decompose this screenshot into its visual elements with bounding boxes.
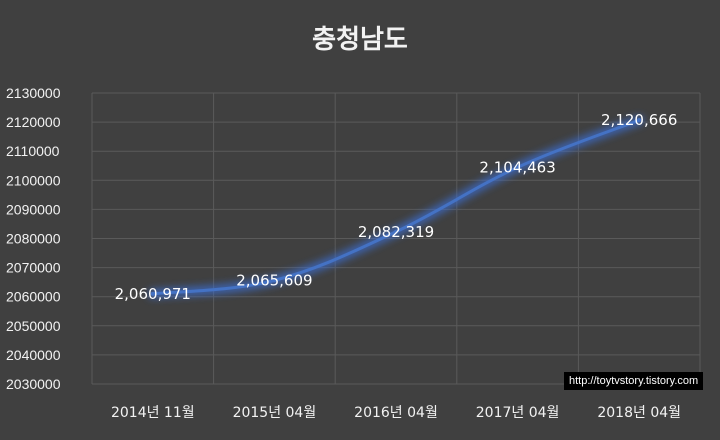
y-tick-label: 2090000: [6, 201, 61, 217]
y-tick-label: 2080000: [6, 231, 61, 247]
data-labels: 2,060,971 2,065,609 2,082,319 2,104,463 2,12…: [115, 111, 678, 303]
series-layer: [148, 115, 644, 299]
y-tick-label: 2130000: [6, 85, 61, 101]
data-point: [272, 278, 277, 283]
data-label: 2,104,463: [479, 158, 555, 176]
grid-layer: [91, 92, 701, 385]
y-tick-label: 2120000: [6, 114, 61, 130]
chart-title: 충청남도: [312, 25, 408, 55]
y-tick-label: 2070000: [6, 260, 61, 276]
y-tick-label: 2100000: [6, 172, 61, 188]
data-point: [150, 291, 155, 296]
data-point: [515, 165, 520, 170]
y-tick-label: 2040000: [6, 347, 61, 363]
x-tick-label: 2016년 04월: [354, 405, 438, 421]
data-label: 2,065,609: [236, 271, 312, 289]
x-tick-label: 2014년 11월: [111, 405, 195, 421]
y-tick-label: 2050000: [6, 318, 61, 334]
y-tick-label: 2110000: [6, 143, 60, 159]
x-tick-label: 2017년 04월: [476, 405, 560, 421]
y-axis-ticks: 2030000 2040000 2050000 2060000 2070000 20800…: [6, 85, 61, 392]
data-label: 2,060,971: [115, 285, 191, 303]
x-tick-label: 2015년 04월: [233, 405, 317, 421]
y-tick-label: 2030000: [6, 376, 61, 392]
watermark: http://toytvstory.tistory.com: [564, 372, 704, 390]
data-point: [637, 118, 642, 123]
data-label: 2,120,666: [601, 111, 677, 129]
x-axis-ticks: 2014년 11월 2015년 04월 2016년 04월 2017년 04월 2018…: [111, 405, 681, 421]
x-tick-label: 2018년 04월: [597, 405, 681, 421]
data-point: [394, 229, 398, 234]
data-label: 2,082,319: [358, 223, 434, 241]
y-tick-label: 2060000: [6, 289, 61, 305]
